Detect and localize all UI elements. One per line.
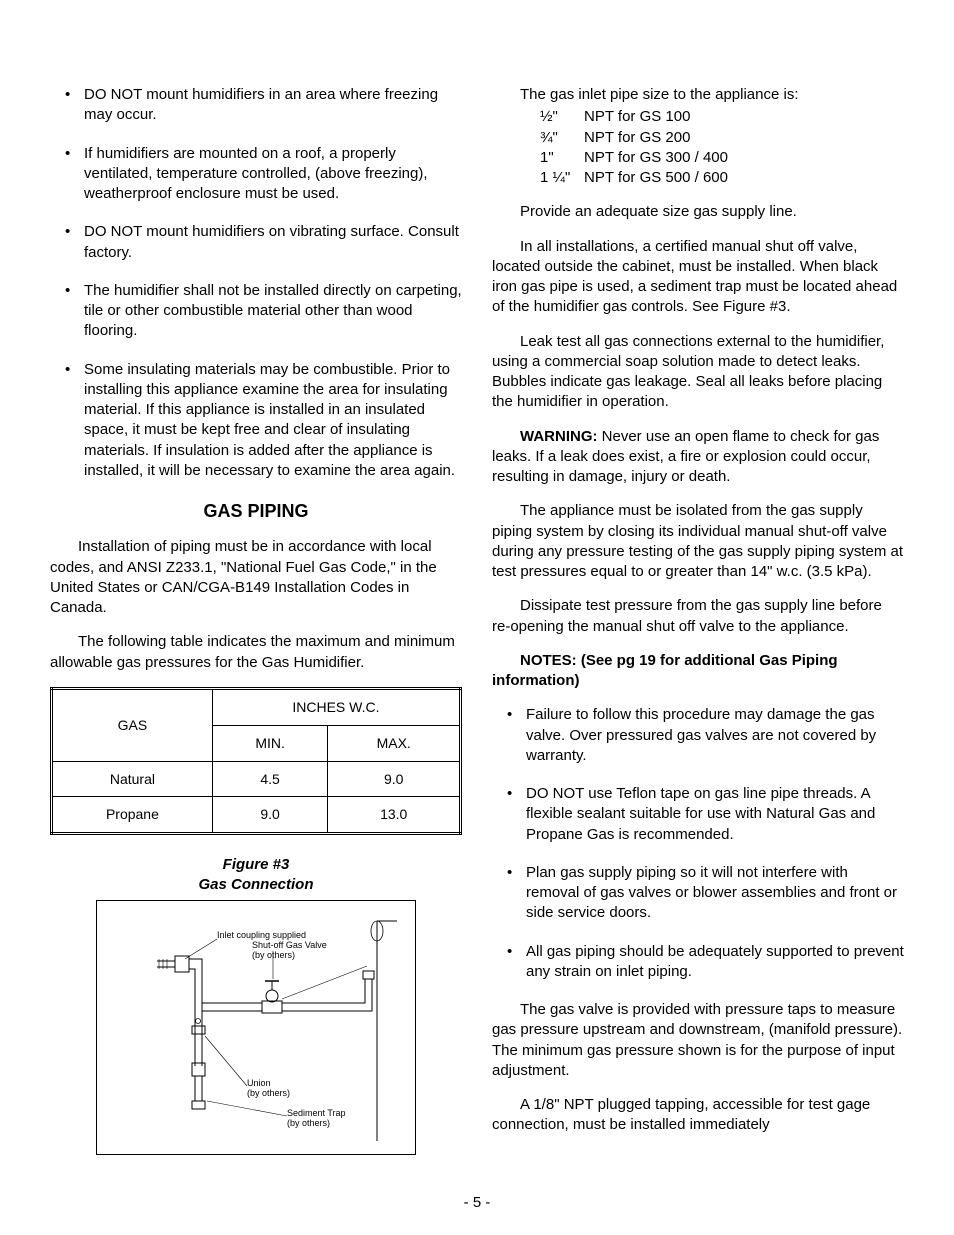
list-item: Plan gas supply piping so it will not in… xyxy=(492,863,904,924)
table-cell: 9.0 xyxy=(212,797,328,834)
notes-bullets: Failure to follow this procedure may dam… xyxy=(492,705,904,982)
body-text: Dissipate test pressure from the gas sup… xyxy=(492,596,904,637)
table-row: Propane 9.0 13.0 xyxy=(52,797,461,834)
body-text: Installation of piping must be in accord… xyxy=(50,537,462,618)
body-text: A 1/8" NPT plugged tapping, accessible f… xyxy=(492,1095,904,1136)
body-text: Provide an adequate size gas supply line… xyxy=(492,202,904,222)
table-cell: 9.0 xyxy=(328,761,461,797)
figure-caption: Figure #3 Gas Connection xyxy=(50,855,462,894)
notes-heading: NOTES: (See pg 19 for additional Gas Pip… xyxy=(492,651,904,692)
table-header: GAS xyxy=(52,688,213,761)
table-row: Natural 4.5 9.0 xyxy=(52,761,461,797)
list-item: DO NOT use Teflon tape on gas line pipe … xyxy=(492,784,904,845)
figure-label: Sediment Trap(by others) xyxy=(287,1109,346,1129)
table-cell: 4.5 xyxy=(212,761,328,797)
list-item: 1"NPT for GS 300 / 400 xyxy=(540,148,904,168)
list-item: 1 ¼"NPT for GS 500 / 600 xyxy=(540,168,904,188)
table-header: INCHES W.C. xyxy=(212,688,460,725)
list-item: ¾"NPT for GS 200 xyxy=(540,128,904,148)
warning-text: WARNING: Never use an open flame to chec… xyxy=(492,427,904,488)
list-item: DO NOT mount humidifiers in an area wher… xyxy=(50,85,462,126)
body-text: Leak test all gas connections external t… xyxy=(492,332,904,413)
list-item: If humidifiers are mounted on a roof, a … xyxy=(50,144,462,205)
body-text: The following table indicates the maximu… xyxy=(50,632,462,673)
list-item: Some insulating materials may be combust… xyxy=(50,360,462,482)
gas-piping-heading: GAS PIPING xyxy=(50,499,462,523)
figure-label: Union(by others) xyxy=(247,1079,290,1099)
body-text: The gas valve is provided with pressure … xyxy=(492,1000,904,1081)
left-column: DO NOT mount humidifiers in an area wher… xyxy=(50,85,462,1155)
table-row: GAS INCHES W.C. xyxy=(52,688,461,725)
pipe-size-list: ½"NPT for GS 100 ¾"NPT for GS 200 1"NPT … xyxy=(540,107,904,188)
body-text: In all installations, a certified manual… xyxy=(492,237,904,318)
list-item: All gas piping should be adequately supp… xyxy=(492,942,904,983)
list-item: The humidifier shall not be installed di… xyxy=(50,281,462,342)
table-cell: Natural xyxy=(52,761,213,797)
gas-pressure-table: GAS INCHES W.C. MIN. MAX. Natural 4.5 9.… xyxy=(50,687,462,836)
figure-3-diagram: Inlet coupling supplied Shut-off Gas Val… xyxy=(96,900,416,1155)
safety-bullets: DO NOT mount humidifiers in an area wher… xyxy=(50,85,462,481)
table-header: MAX. xyxy=(328,725,461,761)
right-column: The gas inlet pipe size to the appliance… xyxy=(492,85,904,1155)
list-item: ½"NPT for GS 100 xyxy=(540,107,904,127)
figure-label: Shut-off Gas Valve(by others) xyxy=(252,941,327,961)
table-cell: 13.0 xyxy=(328,797,461,834)
table-header: MIN. xyxy=(212,725,328,761)
table-cell: Propane xyxy=(52,797,213,834)
body-text: The gas inlet pipe size to the appliance… xyxy=(492,85,904,105)
list-item: Failure to follow this procedure may dam… xyxy=(492,705,904,766)
body-text: The appliance must be isolated from the … xyxy=(492,501,904,582)
page-number: - 5 - xyxy=(0,1193,954,1213)
list-item: DO NOT mount humidifiers on vibrating su… xyxy=(50,222,462,263)
